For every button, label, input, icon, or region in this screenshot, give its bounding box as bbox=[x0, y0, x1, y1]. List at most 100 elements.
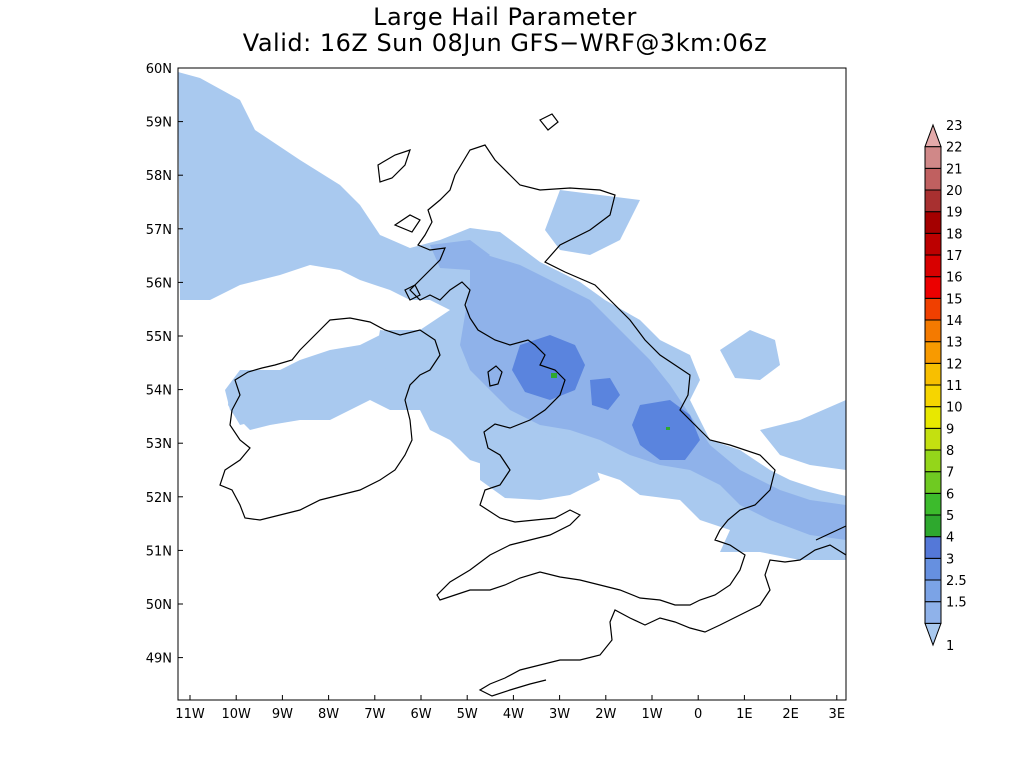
lon-tick-label: 3W bbox=[549, 707, 570, 722]
lon-tick-label: 8W bbox=[318, 707, 339, 722]
colorbar-label: 12 bbox=[946, 357, 963, 372]
colorbar-label: 6 bbox=[946, 487, 954, 502]
colorbar-label: 17 bbox=[946, 249, 963, 264]
colorbar-label: 3 bbox=[946, 552, 954, 567]
lon-tick-label: 6W bbox=[410, 707, 431, 722]
colorbar-label: 18 bbox=[946, 227, 963, 242]
lon-tick-label: 1W bbox=[641, 707, 662, 722]
chart-title: Large Hail Parameter bbox=[373, 3, 637, 31]
fill-region-southern-north-sea bbox=[760, 400, 846, 470]
lat-tick-label: 56N bbox=[146, 276, 172, 291]
lat-tick-label: 58N bbox=[146, 169, 172, 184]
colorbar-swatch bbox=[924, 254, 942, 278]
colorbar-label: 22 bbox=[946, 141, 963, 156]
colorbar-label: 16 bbox=[946, 271, 963, 286]
fill-region-wales-channel bbox=[480, 425, 600, 500]
colorbar-label: 8 bbox=[946, 444, 954, 459]
coastline-france bbox=[478, 544, 846, 697]
colorbar-swatch bbox=[924, 341, 942, 364]
colorbar-swatch bbox=[924, 211, 942, 234]
coastline-great-britain bbox=[409, 144, 776, 606]
fill-region-central-uk bbox=[460, 250, 846, 540]
colorbar-label: 20 bbox=[946, 184, 963, 199]
lon-tick-label: 2E bbox=[782, 707, 799, 722]
colorbar-label: 7 bbox=[946, 466, 954, 481]
lat-tick-label: 51N bbox=[146, 544, 172, 559]
coastlines bbox=[219, 113, 846, 697]
lat-tick-label: 53N bbox=[146, 437, 172, 452]
chart-subtitle: Valid: 16Z Sun 08Jun GFS−WRF@3km:06z bbox=[242, 29, 768, 57]
axis-ticks bbox=[178, 67, 838, 700]
colorbar-swatch bbox=[924, 123, 942, 148]
lat-tick-label: 52N bbox=[146, 491, 172, 506]
colorbar-swatch bbox=[924, 232, 942, 256]
fill-spot-lincs bbox=[666, 427, 670, 430]
fill-region-pennines bbox=[590, 378, 620, 410]
fill-region-north-scotland bbox=[545, 190, 640, 255]
colorbar-swatch bbox=[924, 297, 942, 321]
colorbar-label: 11 bbox=[946, 379, 963, 394]
colorbar-label: 19 bbox=[946, 206, 963, 221]
colorbar-label: 4 bbox=[946, 531, 954, 546]
lon-tick-label: 4W bbox=[503, 707, 524, 722]
lon-tick-label: 9W bbox=[272, 707, 293, 722]
coastline-hebrides-south bbox=[393, 214, 421, 233]
colorbar-swatch bbox=[924, 362, 942, 386]
lon-tick-label: 7W bbox=[364, 707, 385, 722]
colorbar-swatch bbox=[924, 146, 942, 169]
colorbar-label: 14 bbox=[946, 314, 963, 329]
lon-tick-label: 0 bbox=[694, 707, 702, 722]
colorbar-swatch bbox=[924, 492, 942, 516]
colorbar-label: 1 bbox=[946, 639, 954, 654]
colorbar-swatch bbox=[924, 622, 942, 647]
fill-region-north-sea-east bbox=[720, 330, 780, 380]
lon-tick-label: 10W bbox=[221, 707, 251, 722]
lon-tick-label: 3E bbox=[829, 707, 846, 722]
map-frame bbox=[177, 67, 847, 701]
colorbar-swatch bbox=[924, 406, 942, 429]
colorbar-swatch bbox=[924, 167, 942, 191]
lon-tick-label: 2W bbox=[595, 707, 616, 722]
lat-tick-label: 59N bbox=[146, 116, 172, 131]
lon-tick-label: 5W bbox=[457, 707, 478, 722]
coastline-orkney bbox=[539, 113, 559, 131]
lat-tick-label: 49N bbox=[146, 652, 172, 667]
colorbar-swatch bbox=[924, 471, 942, 494]
colorbar-label: 21 bbox=[946, 162, 963, 177]
colorbar-label: 15 bbox=[946, 292, 963, 307]
coastline-belgium bbox=[815, 525, 846, 541]
lat-tick-label: 57N bbox=[146, 223, 172, 238]
lat-tick-label: 50N bbox=[146, 598, 172, 613]
colorbar-swatch bbox=[924, 449, 942, 473]
latitude-labels: 60N 59N 58N 57N 56N 55N 54N 53N 52N 51N 50N 49N bbox=[146, 62, 172, 667]
colorbar-label: 13 bbox=[946, 336, 963, 351]
coastline-isle-of-man bbox=[487, 365, 503, 387]
coastline-islay bbox=[404, 284, 421, 301]
colorbar-swatch bbox=[924, 276, 942, 299]
fill-spot-cumbria bbox=[551, 373, 557, 378]
chart-title-block: Large Hail Parameter Valid: 16Z Sun 08Ju… bbox=[0, 4, 1010, 56]
colorbar-label: 5 bbox=[946, 509, 954, 524]
lat-tick-label: 60N bbox=[146, 62, 172, 77]
colorbar-swatch bbox=[924, 427, 942, 451]
colorbar-swatch bbox=[924, 557, 942, 581]
colorbar-swatch bbox=[924, 579, 942, 603]
lon-tick-label: 11W bbox=[175, 707, 205, 722]
colorbar: 1 1.5 2.5 3 4 5 6 7 8 9 10 11 12 13 14 15 16 17 18 19 20 21 22… bbox=[924, 119, 967, 654]
colorbar-swatch bbox=[924, 514, 942, 538]
colorbar-label: 2.5 bbox=[946, 574, 967, 589]
colorbar-label: 9 bbox=[946, 422, 954, 437]
coastline-hebrides bbox=[377, 149, 411, 183]
colorbar-swatch bbox=[924, 319, 942, 343]
lat-tick-label: 54N bbox=[146, 384, 172, 399]
colorbar-swatch bbox=[924, 601, 942, 624]
map-area bbox=[178, 68, 846, 700]
longitude-labels: 11W 10W 9W 8W 7W 6W 5W 4W 3W 2W 1W 0 1E 2E 3E bbox=[175, 707, 845, 722]
fill-region-east-ireland bbox=[375, 330, 440, 380]
colorbar-label: 10 bbox=[946, 401, 963, 416]
colorbar-label: 23 bbox=[946, 119, 963, 134]
lon-tick-label: 1E bbox=[736, 707, 753, 722]
hail-parameter-fill-level4 bbox=[551, 373, 670, 430]
colorbar-swatch bbox=[924, 536, 942, 559]
